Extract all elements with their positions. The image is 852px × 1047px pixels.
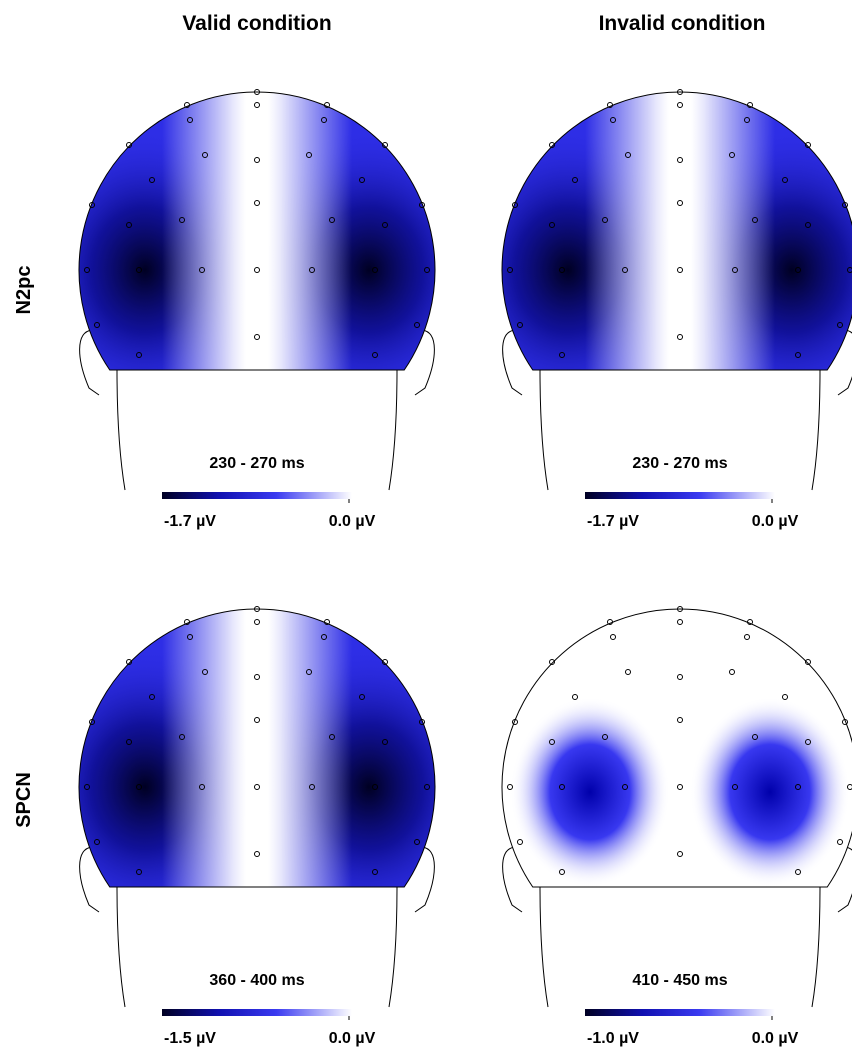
- neck-outline: [117, 370, 125, 490]
- midline: [162, 92, 352, 448]
- time-window: 230 - 270 ms: [632, 455, 727, 472]
- time-window: 360 - 400 ms: [209, 972, 304, 989]
- topomap-panel: 410 - 450 ms -1.0 µV 0.0 µV: [502, 607, 852, 1047]
- topomap: [448, 92, 852, 448]
- colorbar-label: -1.7 µV: [587, 513, 639, 530]
- column-title: Invalid condition: [599, 12, 766, 35]
- topomap-panel: 360 - 400 ms -1.5 µV 0.0 µV: [25, 607, 489, 1047]
- colorbar: [585, 1009, 775, 1016]
- negativity: [690, 697, 850, 887]
- figure: Valid condition Invalid condition N2pc S…: [0, 0, 852, 1047]
- colorbar: [162, 1009, 352, 1016]
- topomap: [25, 92, 489, 448]
- neck-outline: [389, 887, 397, 1007]
- neck-outline: [540, 887, 548, 1007]
- midline: [162, 609, 352, 965]
- row-label: SPCN: [13, 772, 35, 828]
- colorbar-label: -1.7 µV: [164, 513, 216, 530]
- colorbar: [162, 492, 352, 499]
- column-title: Valid condition: [182, 12, 331, 35]
- topomap-panel: 230 - 270 ms -1.7 µV 0.0 µV: [25, 90, 489, 531]
- row-label: N2pc: [13, 266, 35, 315]
- time-window: 410 - 450 ms: [632, 972, 727, 989]
- neck-outline: [812, 370, 820, 490]
- neck-outline: [540, 370, 548, 490]
- colorbar: [585, 492, 775, 499]
- colorbar-label: 0.0 µV: [752, 1030, 799, 1047]
- midline: [585, 92, 775, 448]
- colorbar-label: 0.0 µV: [329, 513, 376, 530]
- colorbar-label: -1.0 µV: [587, 1030, 639, 1047]
- negativity: [510, 697, 670, 887]
- colorbar-label: -1.5 µV: [164, 1030, 216, 1047]
- topomap: [25, 609, 489, 965]
- time-window: 230 - 270 ms: [209, 455, 304, 472]
- neck-outline: [389, 370, 397, 490]
- colorbar-label: 0.0 µV: [752, 513, 799, 530]
- panels: 230 - 270 ms -1.7 µV 0.0 µV 230 - 270 ms -1.…: [25, 90, 852, 1047]
- topomap-panel: 230 - 270 ms -1.7 µV 0.0 µV: [448, 90, 852, 531]
- neck-outline: [812, 887, 820, 1007]
- neck-outline: [117, 887, 125, 1007]
- colorbar-label: 0.0 µV: [329, 1030, 376, 1047]
